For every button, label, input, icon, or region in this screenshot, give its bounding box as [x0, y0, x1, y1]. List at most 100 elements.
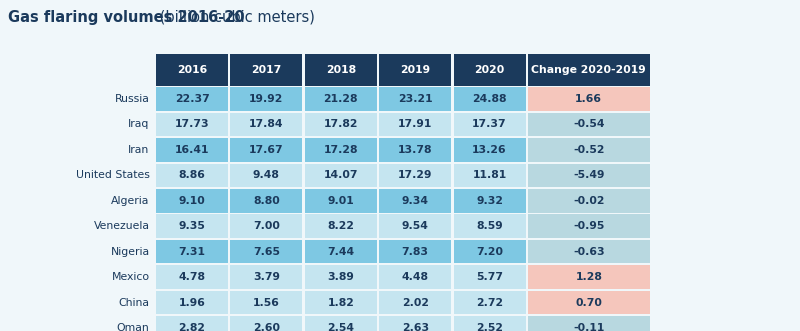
Bar: [528, 54, 650, 86]
Text: 16.41: 16.41: [174, 145, 210, 155]
Text: 4.48: 4.48: [402, 272, 429, 282]
Text: 13.26: 13.26: [472, 145, 507, 155]
Text: -0.52: -0.52: [573, 145, 605, 155]
Text: Gas flaring volumes 2016-20: Gas flaring volumes 2016-20: [8, 10, 245, 25]
Text: 4.78: 4.78: [178, 272, 206, 282]
Bar: [379, 87, 451, 111]
Bar: [379, 164, 451, 187]
Bar: [156, 291, 228, 314]
Text: 23.21: 23.21: [398, 94, 433, 104]
Text: 17.91: 17.91: [398, 119, 432, 129]
Text: 24.88: 24.88: [472, 94, 507, 104]
Text: 2016: 2016: [177, 65, 207, 75]
Text: 2.60: 2.60: [253, 323, 280, 331]
Bar: [156, 214, 228, 238]
Bar: [379, 138, 451, 162]
Bar: [230, 138, 302, 162]
Text: 1.96: 1.96: [178, 298, 206, 308]
Bar: [305, 87, 377, 111]
Text: 9.01: 9.01: [327, 196, 354, 206]
Bar: [528, 189, 650, 213]
Bar: [528, 164, 650, 187]
Bar: [379, 240, 451, 263]
Text: 8.59: 8.59: [476, 221, 503, 231]
Bar: [379, 214, 451, 238]
Text: 17.73: 17.73: [174, 119, 210, 129]
Text: 9.35: 9.35: [178, 221, 206, 231]
Text: -5.49: -5.49: [573, 170, 605, 180]
Text: 7.20: 7.20: [476, 247, 503, 257]
Bar: [230, 291, 302, 314]
Text: 2.72: 2.72: [476, 298, 503, 308]
Text: United States: United States: [76, 170, 150, 180]
Text: 2018: 2018: [326, 65, 356, 75]
Bar: [156, 189, 228, 213]
Text: 5.77: 5.77: [476, 272, 503, 282]
Bar: [379, 265, 451, 289]
Text: 1.56: 1.56: [253, 298, 280, 308]
Text: 17.37: 17.37: [472, 119, 507, 129]
Text: 2.82: 2.82: [178, 323, 206, 331]
Bar: [305, 189, 377, 213]
Text: -0.95: -0.95: [573, 221, 605, 231]
Bar: [305, 316, 377, 331]
Text: 3.79: 3.79: [253, 272, 280, 282]
Bar: [528, 291, 650, 314]
Text: (billion cubic meters): (billion cubic meters): [155, 10, 314, 25]
Text: Iran: Iran: [128, 145, 150, 155]
Text: 13.78: 13.78: [398, 145, 433, 155]
Text: Nigeria: Nigeria: [110, 247, 150, 257]
Bar: [305, 54, 377, 86]
Bar: [379, 316, 451, 331]
Bar: [454, 138, 526, 162]
Bar: [454, 265, 526, 289]
Bar: [379, 113, 451, 136]
Text: 3.89: 3.89: [327, 272, 354, 282]
Text: 21.28: 21.28: [323, 94, 358, 104]
Bar: [156, 138, 228, 162]
Bar: [305, 164, 377, 187]
Bar: [230, 265, 302, 289]
Bar: [454, 189, 526, 213]
Text: 9.48: 9.48: [253, 170, 280, 180]
Bar: [230, 316, 302, 331]
Bar: [156, 113, 228, 136]
Text: 8.22: 8.22: [327, 221, 354, 231]
Text: 17.67: 17.67: [249, 145, 284, 155]
Text: 8.86: 8.86: [178, 170, 206, 180]
Text: 1.66: 1.66: [575, 94, 602, 104]
Text: 17.29: 17.29: [398, 170, 433, 180]
Bar: [230, 240, 302, 263]
Text: 17.28: 17.28: [323, 145, 358, 155]
Text: 9.10: 9.10: [178, 196, 206, 206]
Bar: [305, 240, 377, 263]
Text: China: China: [118, 298, 150, 308]
Bar: [528, 87, 650, 111]
Text: 2017: 2017: [251, 65, 282, 75]
Bar: [156, 164, 228, 187]
Text: 2.02: 2.02: [402, 298, 429, 308]
Bar: [230, 214, 302, 238]
Text: -0.54: -0.54: [573, 119, 605, 129]
Text: 19.92: 19.92: [250, 94, 283, 104]
Bar: [379, 54, 451, 86]
Bar: [156, 87, 228, 111]
Bar: [305, 113, 377, 136]
Bar: [230, 164, 302, 187]
Text: Venezuela: Venezuela: [94, 221, 150, 231]
Bar: [379, 189, 451, 213]
Bar: [305, 265, 377, 289]
Bar: [454, 214, 526, 238]
Bar: [454, 164, 526, 187]
Bar: [528, 265, 650, 289]
Text: Oman: Oman: [117, 323, 150, 331]
Bar: [454, 113, 526, 136]
Text: 17.84: 17.84: [249, 119, 284, 129]
Bar: [528, 316, 650, 331]
Bar: [230, 54, 302, 86]
Bar: [528, 138, 650, 162]
Bar: [156, 240, 228, 263]
Text: Change 2020-2019: Change 2020-2019: [531, 65, 646, 75]
Bar: [454, 291, 526, 314]
Bar: [454, 316, 526, 331]
